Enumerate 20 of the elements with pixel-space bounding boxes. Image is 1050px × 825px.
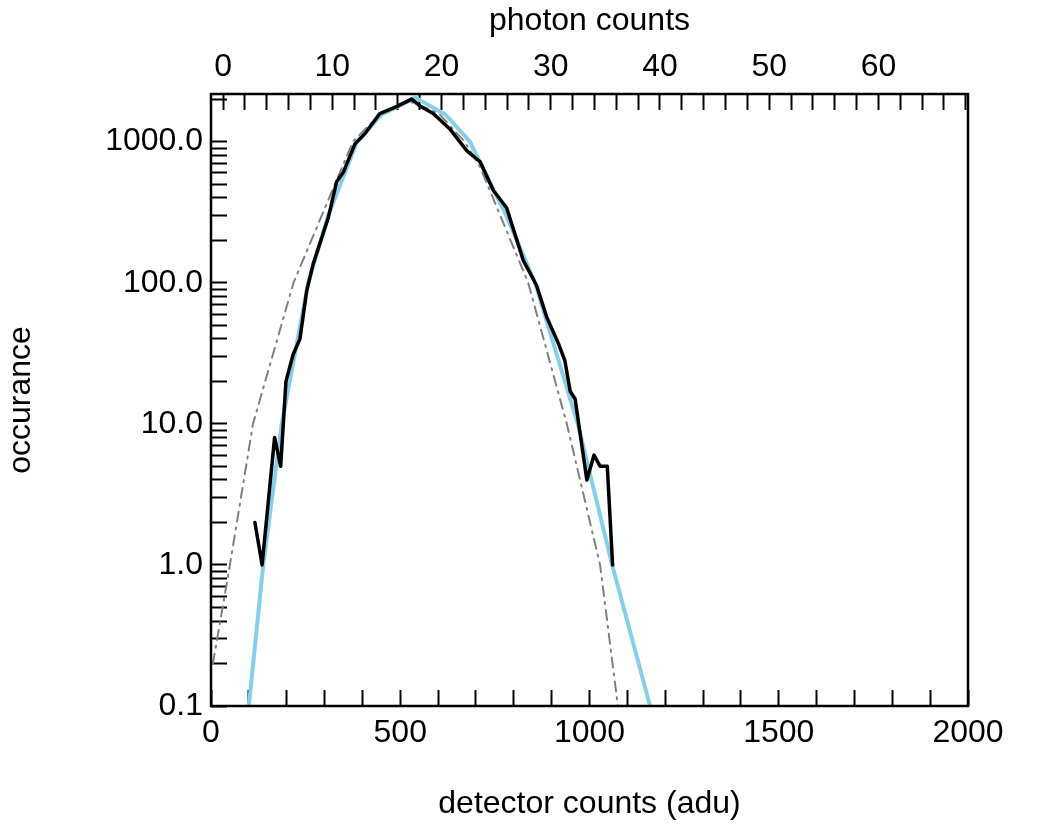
x2-tick-label: 40 [642, 46, 678, 83]
y-tick-label: 100.0 [122, 262, 203, 299]
x-tick-label: 500 [373, 713, 427, 750]
x2-tick-label: 20 [423, 46, 460, 83]
x2-tick-label: 10 [314, 46, 351, 83]
x-axis-title: detector counts (adu) [438, 783, 741, 820]
y-tick-label: 0.1 [158, 685, 203, 722]
x2-tick-label: 60 [860, 46, 897, 83]
x-tick-label: 2000 [932, 713, 1004, 750]
x-tick-label: 1000 [553, 713, 626, 750]
x-tick-label: 0 [202, 713, 220, 750]
x2-axis-title: photon counts [488, 1, 691, 38]
y-tick-label: 1.0 [158, 544, 203, 581]
y-tick-label: 1000.0 [105, 121, 203, 158]
x2-tick-label: 30 [532, 46, 569, 83]
y-axis-title: occurance [1, 326, 38, 474]
x2-tick-label: 0 [214, 46, 232, 83]
x2-tick-label: 50 [751, 46, 787, 83]
y-tick-label: 10.0 [140, 403, 203, 440]
x-tick-label: 1500 [743, 713, 815, 750]
